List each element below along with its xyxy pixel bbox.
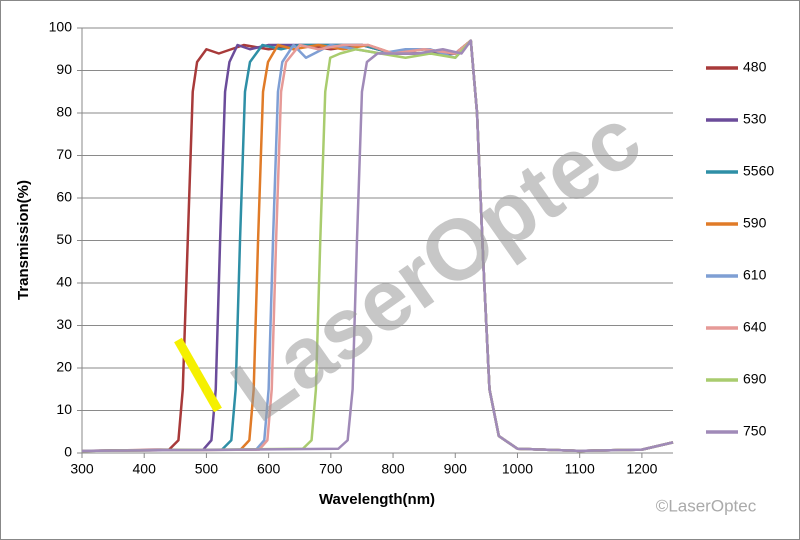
y-tick-label: 70 bbox=[56, 146, 72, 162]
y-tick-label: 90 bbox=[56, 61, 72, 77]
y-tick-label: 50 bbox=[56, 231, 72, 247]
legend-label: 530 bbox=[743, 111, 767, 127]
y-tick-label: 30 bbox=[56, 316, 72, 332]
x-tick-label: 500 bbox=[195, 461, 219, 477]
legend-label: 480 bbox=[743, 59, 767, 75]
legend-label: 640 bbox=[743, 319, 767, 335]
y-axis-label: Transmission(%) bbox=[15, 180, 32, 300]
legend-label: 5560 bbox=[743, 163, 774, 179]
x-tick-label: 900 bbox=[444, 461, 468, 477]
y-tick-label: 10 bbox=[56, 401, 72, 417]
x-tick-label: 800 bbox=[381, 461, 405, 477]
x-tick-label: 1000 bbox=[502, 461, 533, 477]
x-tick-label: 400 bbox=[133, 461, 157, 477]
x-tick-label: 1200 bbox=[626, 461, 657, 477]
x-tick-label: 1100 bbox=[565, 461, 595, 477]
y-tick-label: 20 bbox=[56, 359, 72, 375]
y-tick-label: 100 bbox=[49, 19, 73, 35]
highlight-stroke bbox=[174, 337, 222, 413]
x-tick-label: 700 bbox=[319, 461, 343, 477]
x-tick-label: 300 bbox=[70, 461, 94, 477]
legend-label: 750 bbox=[743, 423, 767, 439]
x-axis-label: Wavelength(nm) bbox=[319, 491, 435, 508]
x-tick-label: 600 bbox=[257, 461, 281, 477]
legend-label: 690 bbox=[743, 371, 767, 387]
legend-label: 610 bbox=[743, 267, 767, 283]
y-tick-label: 0 bbox=[64, 444, 72, 460]
legend-label: 590 bbox=[743, 215, 767, 231]
y-tick-label: 60 bbox=[56, 189, 72, 205]
y-tick-label: 80 bbox=[56, 104, 72, 120]
copyright: ©LaserOptec bbox=[656, 496, 757, 515]
series-line bbox=[81, 39, 674, 453]
y-tick-label: 40 bbox=[56, 274, 72, 290]
